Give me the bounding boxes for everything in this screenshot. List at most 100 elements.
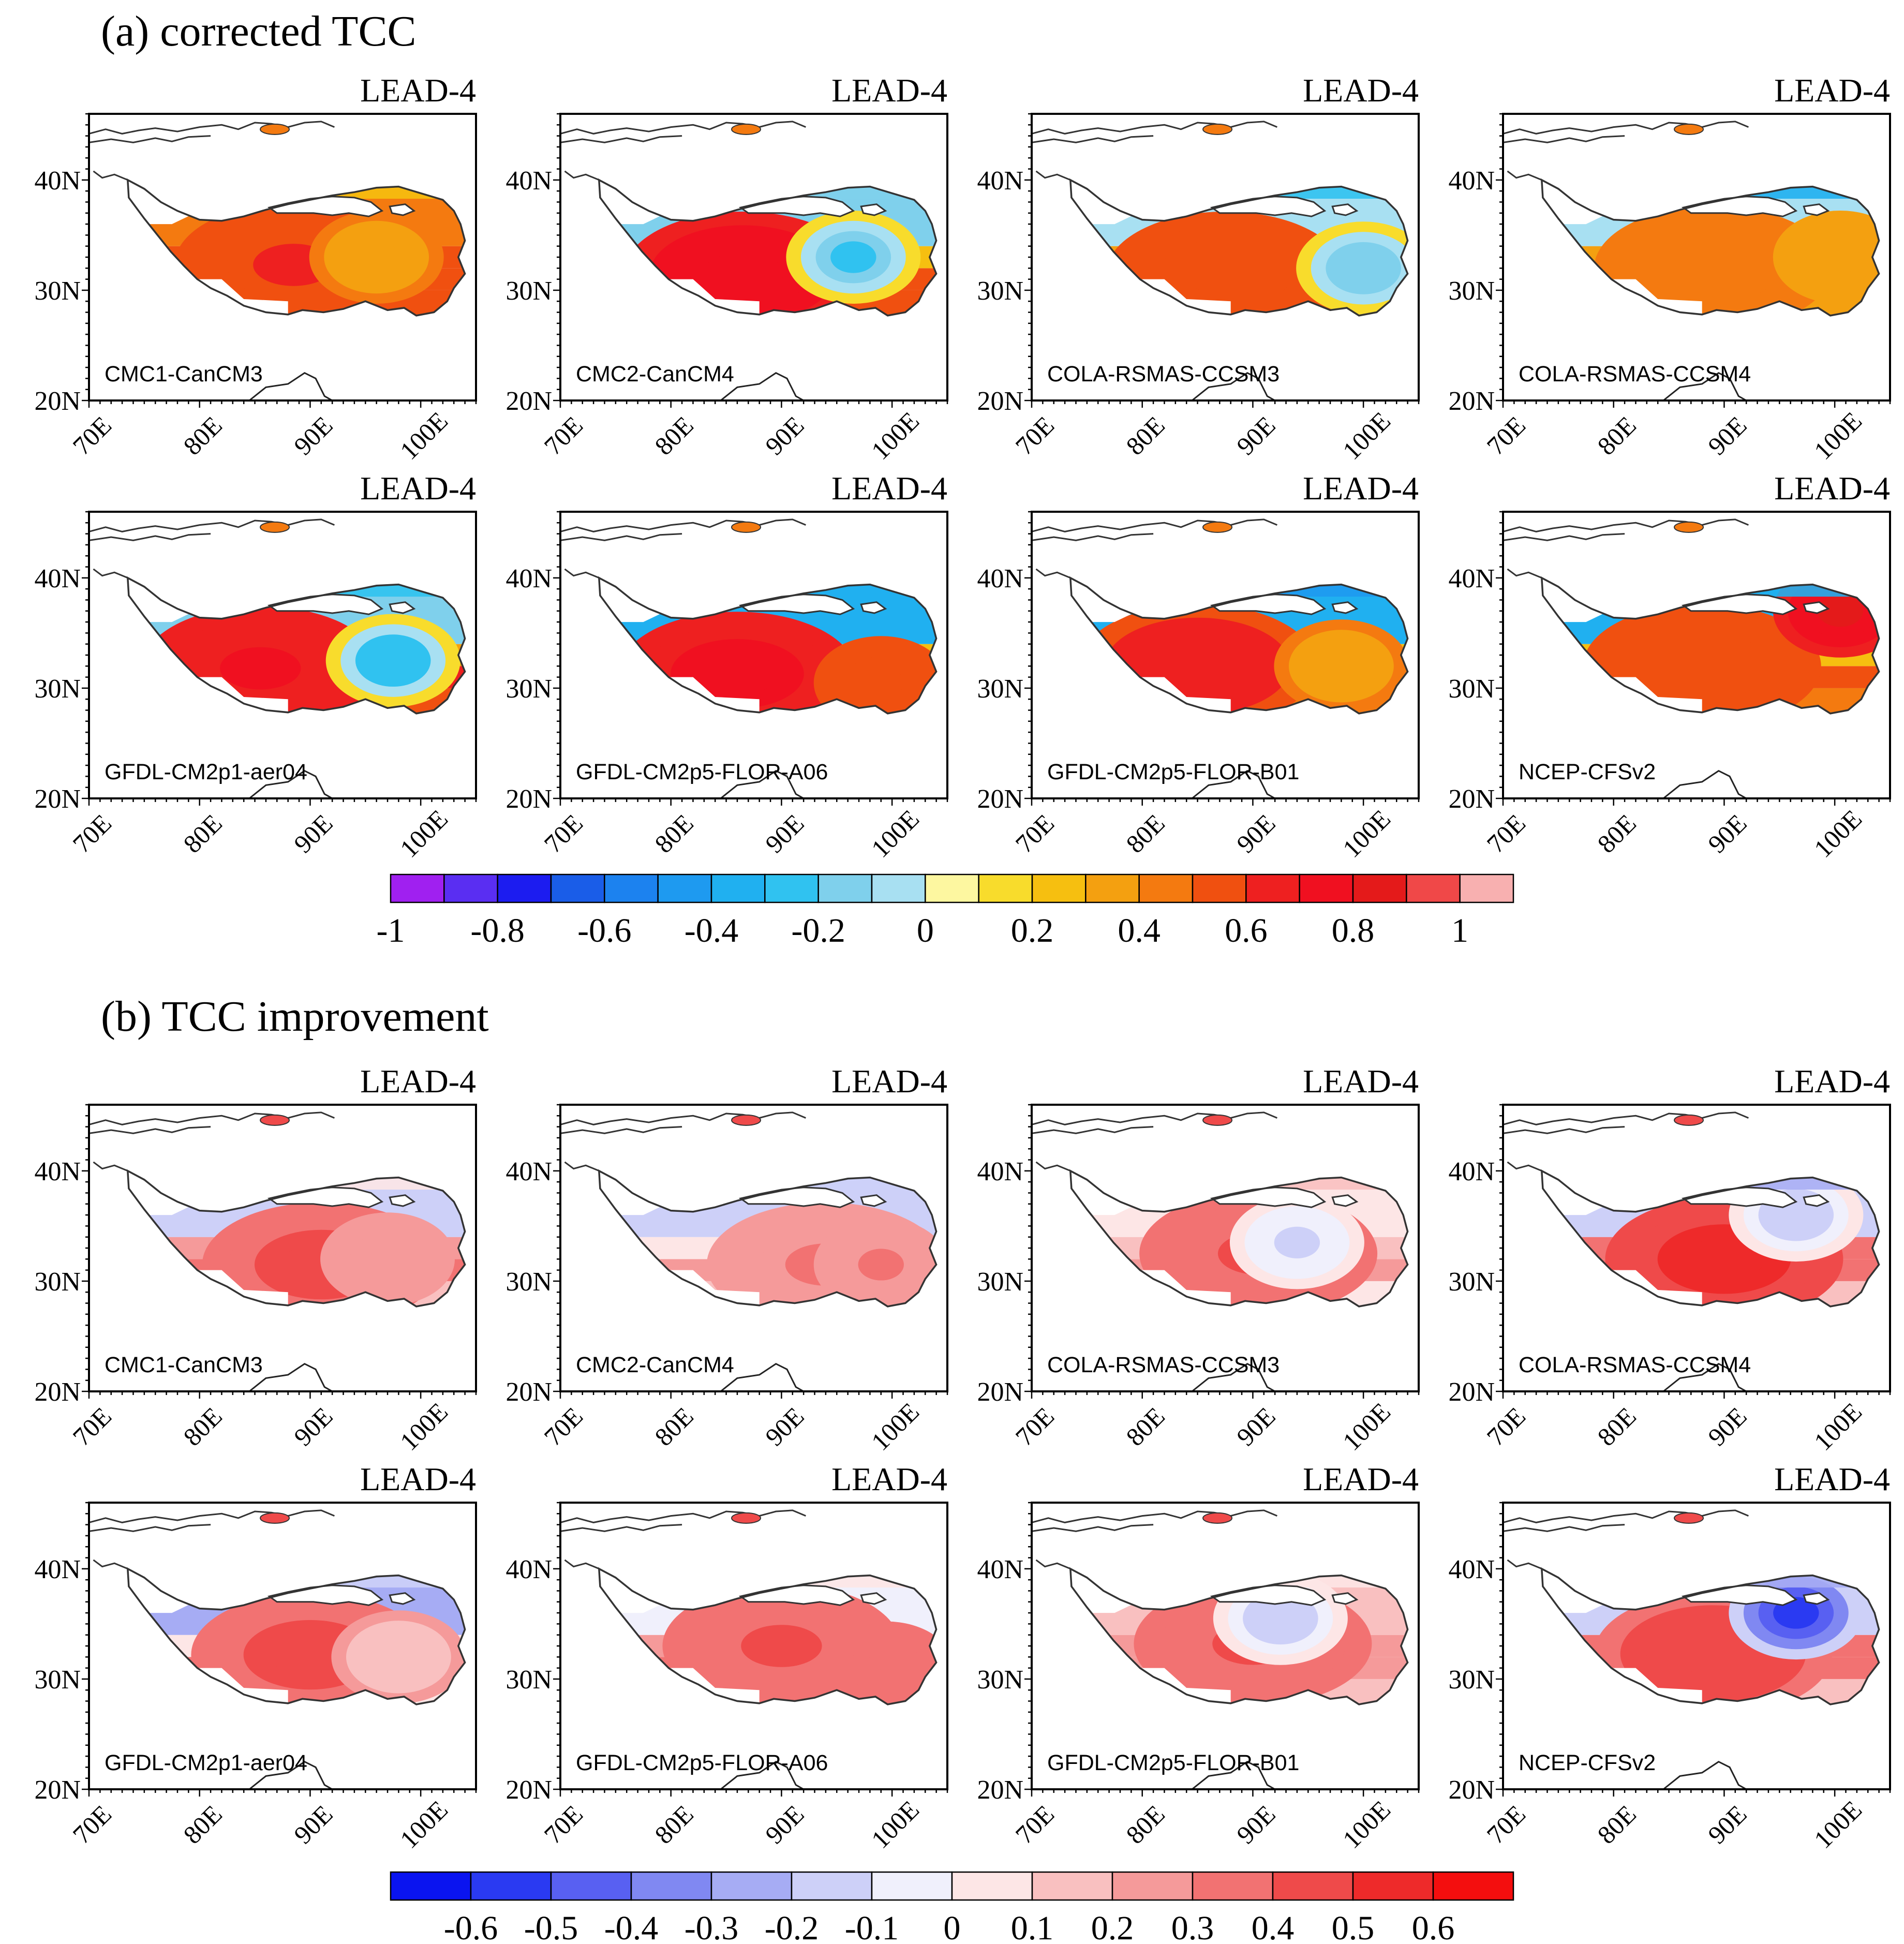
contour-blob <box>1672 1633 1754 1675</box>
plateau-outline <box>126 1567 466 1705</box>
y-tick-label: 40N <box>34 1555 81 1584</box>
coastline <box>93 1559 128 1570</box>
coast-fragment <box>1662 1362 1747 1392</box>
model-label: CMC1-CanCM3 <box>105 362 263 387</box>
y-tick-label: 40N <box>505 1157 552 1186</box>
coast-fragment <box>1662 769 1747 799</box>
colorbar-label: 0.5 <box>1332 1909 1375 1944</box>
colorbar-label: 0.6 <box>1225 912 1268 949</box>
lead-label: LEAD-4 <box>1774 1461 1890 1497</box>
y-tick-label: 40N <box>505 1555 552 1584</box>
model-label: COLA-RSMAS-CCSM3 <box>1047 362 1280 387</box>
coastline <box>88 1111 335 1125</box>
colorbar-swatch <box>390 873 445 903</box>
contour-blob <box>696 652 778 695</box>
lake-outline <box>860 203 887 216</box>
lake-outline <box>389 1194 416 1207</box>
colorbar-swatch <box>550 1871 632 1901</box>
coast-fragment <box>1191 1760 1275 1790</box>
colorbar-swatch <box>791 1871 873 1901</box>
plateau-outline <box>1540 576 1880 715</box>
colorbar-swatch <box>1031 1871 1113 1901</box>
y-tick-label: 30N <box>977 1665 1023 1695</box>
coastline <box>560 1126 682 1134</box>
colorbar-label: -0.4 <box>604 1909 658 1944</box>
lead-label: LEAD-4 <box>1303 72 1419 109</box>
coastline <box>560 1111 806 1125</box>
colorbar-swatch <box>630 1871 712 1901</box>
plateau-outline <box>1540 1567 1880 1705</box>
contour-blob <box>702 253 783 295</box>
y-tick-label: 20N <box>977 784 1023 814</box>
colorbar-label: -0.8 <box>470 912 524 949</box>
coastline <box>560 518 806 532</box>
colorbar-label: -0.1 <box>845 1909 899 1944</box>
lake-outline <box>1803 601 1830 614</box>
lead-label: LEAD-4 <box>1774 470 1890 507</box>
y-tick-label: 40N <box>34 166 81 196</box>
coastline <box>88 135 211 143</box>
north-patch <box>260 1512 290 1524</box>
plateau-outline <box>126 1169 466 1308</box>
y-tick-label: 30N <box>1448 276 1495 306</box>
colorbar-label: 0 <box>944 1909 961 1944</box>
colorbar-label: 0.4 <box>1252 1909 1295 1944</box>
north-patch <box>1674 1512 1704 1524</box>
contour-blob <box>353 241 399 273</box>
colorbar-swatch <box>657 873 712 903</box>
contour-blob <box>864 1652 910 1684</box>
colorbar-swatch <box>1299 873 1354 903</box>
coast-fragment <box>720 372 804 402</box>
colorbar-label: -0.6 <box>577 912 631 949</box>
coastline <box>1031 533 1154 541</box>
contour-blob <box>1274 1226 1320 1258</box>
y-tick-label: 20N <box>1448 1377 1495 1407</box>
y-tick-label: 20N <box>505 387 552 416</box>
coastline <box>1503 1524 1625 1532</box>
north-patch <box>1202 123 1233 135</box>
y-tick-label: 40N <box>977 1157 1023 1186</box>
colorbar-swatch <box>1085 873 1140 903</box>
coastline <box>1031 1509 1277 1523</box>
y-tick-label: 20N <box>505 784 552 814</box>
north-patch <box>1202 1114 1233 1126</box>
y-tick-label: 20N <box>505 1377 552 1407</box>
y-tick-label: 40N <box>977 1555 1023 1584</box>
colorbar-label: 1 <box>1451 912 1468 949</box>
coastline <box>88 533 211 541</box>
lake-outline <box>1331 1194 1359 1207</box>
y-tick-label: 20N <box>34 387 81 416</box>
colorbar-label: 0.4 <box>1118 912 1161 949</box>
colorbar-label: 0.3 <box>1171 1909 1214 1944</box>
coast-fragment <box>248 769 333 799</box>
coastline <box>1503 1111 1749 1125</box>
coast-fragment <box>248 1760 333 1790</box>
colorbar-swatch <box>1459 873 1514 903</box>
coastline <box>88 1509 335 1523</box>
colorbar-swatch <box>1138 873 1194 903</box>
colorbar-swatch <box>1245 873 1300 903</box>
lake-outline <box>1331 1592 1359 1605</box>
plateau-outline <box>1540 178 1880 317</box>
model-label: NCEP-CFSv2 <box>1519 1750 1656 1775</box>
y-tick-label: 20N <box>1448 387 1495 416</box>
colorbar-swatch <box>978 873 1033 903</box>
lake-outline <box>1803 203 1830 216</box>
north-patch <box>260 521 290 533</box>
model-label: CMC2-CanCM4 <box>576 1353 734 1377</box>
contour-blob <box>858 666 904 699</box>
plateau-outline <box>1069 576 1409 715</box>
lead-label: LEAD-4 <box>831 1461 947 1497</box>
north-patch <box>731 123 762 135</box>
lake-outline <box>1803 1592 1830 1605</box>
y-tick-label: 30N <box>505 276 552 306</box>
model-label: GFDL-CM2p5-FLOR-A06 <box>576 1750 828 1775</box>
coast-fragment <box>1191 769 1275 799</box>
y-tick-label: 40N <box>1448 166 1495 196</box>
y-tick-label: 30N <box>977 276 1023 306</box>
plateau-outline <box>1069 1567 1409 1705</box>
coastline <box>1503 1126 1625 1134</box>
